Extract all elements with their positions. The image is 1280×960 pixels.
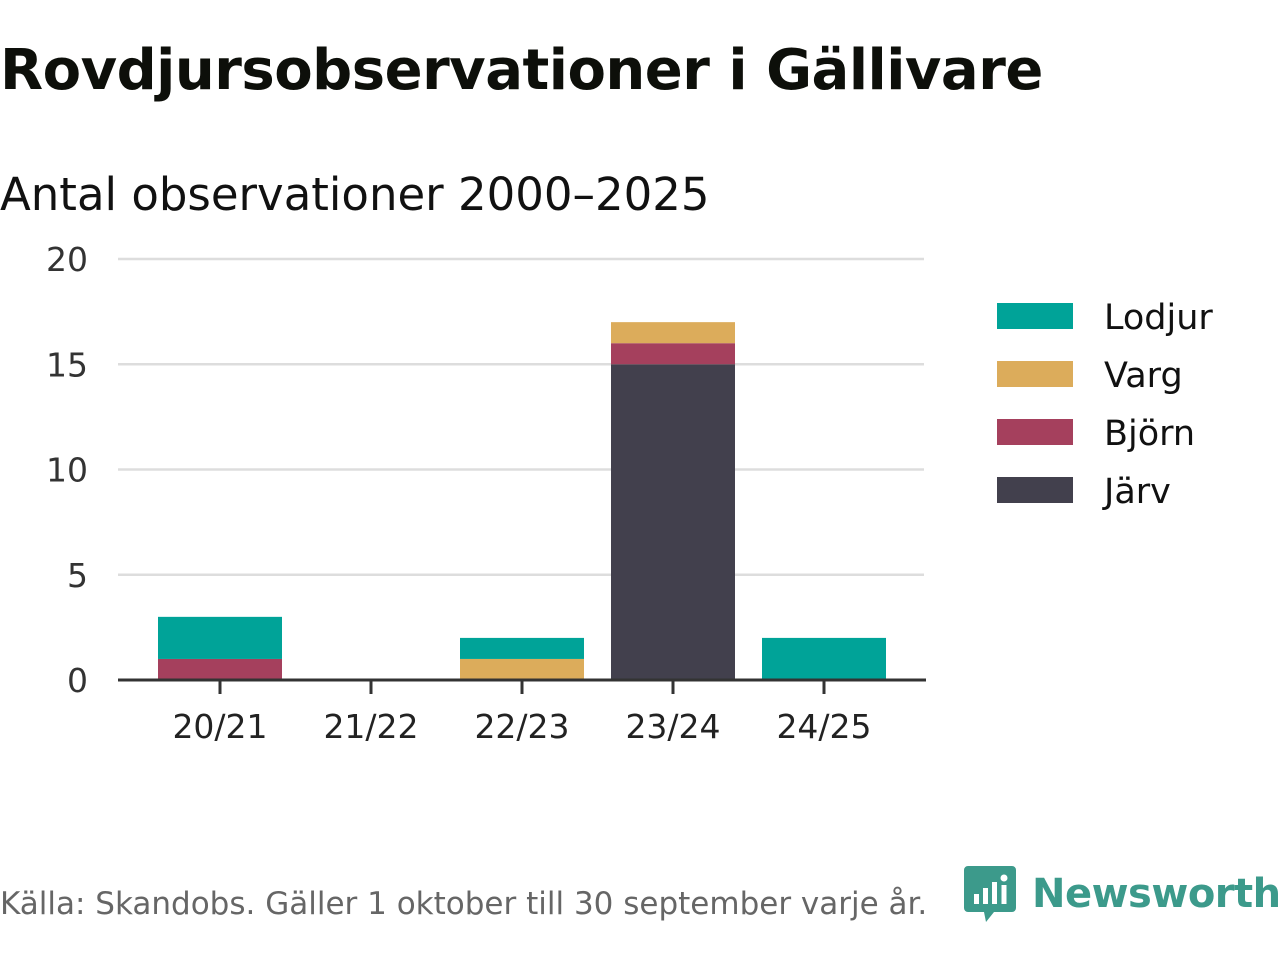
- source-note: Källa: Skandobs. Gäller 1 oktober till 3…: [0, 886, 928, 922]
- legend-label: Varg: [1104, 356, 1183, 396]
- bar-segment: [158, 658, 282, 680]
- x-tick-label: 24/25: [776, 707, 871, 746]
- legend-swatch: [997, 361, 1073, 387]
- y-tick-label: 15: [46, 345, 88, 384]
- legend: Lodjur Varg Björn Järv: [997, 298, 1213, 512]
- bars: [158, 322, 886, 680]
- bar-segment: [460, 658, 584, 680]
- bar-segment: [611, 322, 735, 344]
- legend-label: Lodjur: [1104, 298, 1213, 338]
- x-tick-label: 23/24: [625, 707, 720, 746]
- y-tick-label: 0: [67, 661, 88, 700]
- legend-label: Björn: [1104, 414, 1195, 454]
- chart-title: Rovdjursobservationer i Gällivare: [0, 38, 1043, 103]
- bar-segment: [158, 616, 282, 659]
- brand-logo: Newsworthy: [964, 864, 1280, 924]
- bar-segment: [762, 637, 886, 680]
- stacked-bar-chart: 0 5 10 15 20 20/21 21/22 22/23 23/24 24/25 Lodjur…: [46, 240, 1213, 746]
- legend-label: Järv: [1102, 472, 1171, 512]
- bar-segment: [460, 637, 584, 659]
- bar-segment: [611, 364, 735, 680]
- legend-swatch: [997, 477, 1073, 503]
- x-tick-label: 22/23: [474, 707, 569, 746]
- newsworthy-logo-icon: [964, 866, 1016, 922]
- legend-swatch: [997, 303, 1073, 329]
- y-tick-label: 5: [67, 556, 88, 595]
- x-tick-label: 21/22: [323, 707, 418, 746]
- brand-name: Newsworthy: [1032, 871, 1280, 917]
- x-tick-label: 20/21: [172, 707, 267, 746]
- chart-subtitle: Antal observationer 2000–2025: [0, 168, 710, 221]
- y-tick-label: 10: [46, 451, 88, 490]
- y-tick-label: 20: [46, 240, 88, 279]
- axes: 0 5 10 15 20 20/21 21/22 22/23 23/24 24/25: [46, 240, 926, 746]
- gridlines: [118, 257, 924, 576]
- legend-swatch: [997, 419, 1073, 445]
- bar-segment: [611, 343, 735, 365]
